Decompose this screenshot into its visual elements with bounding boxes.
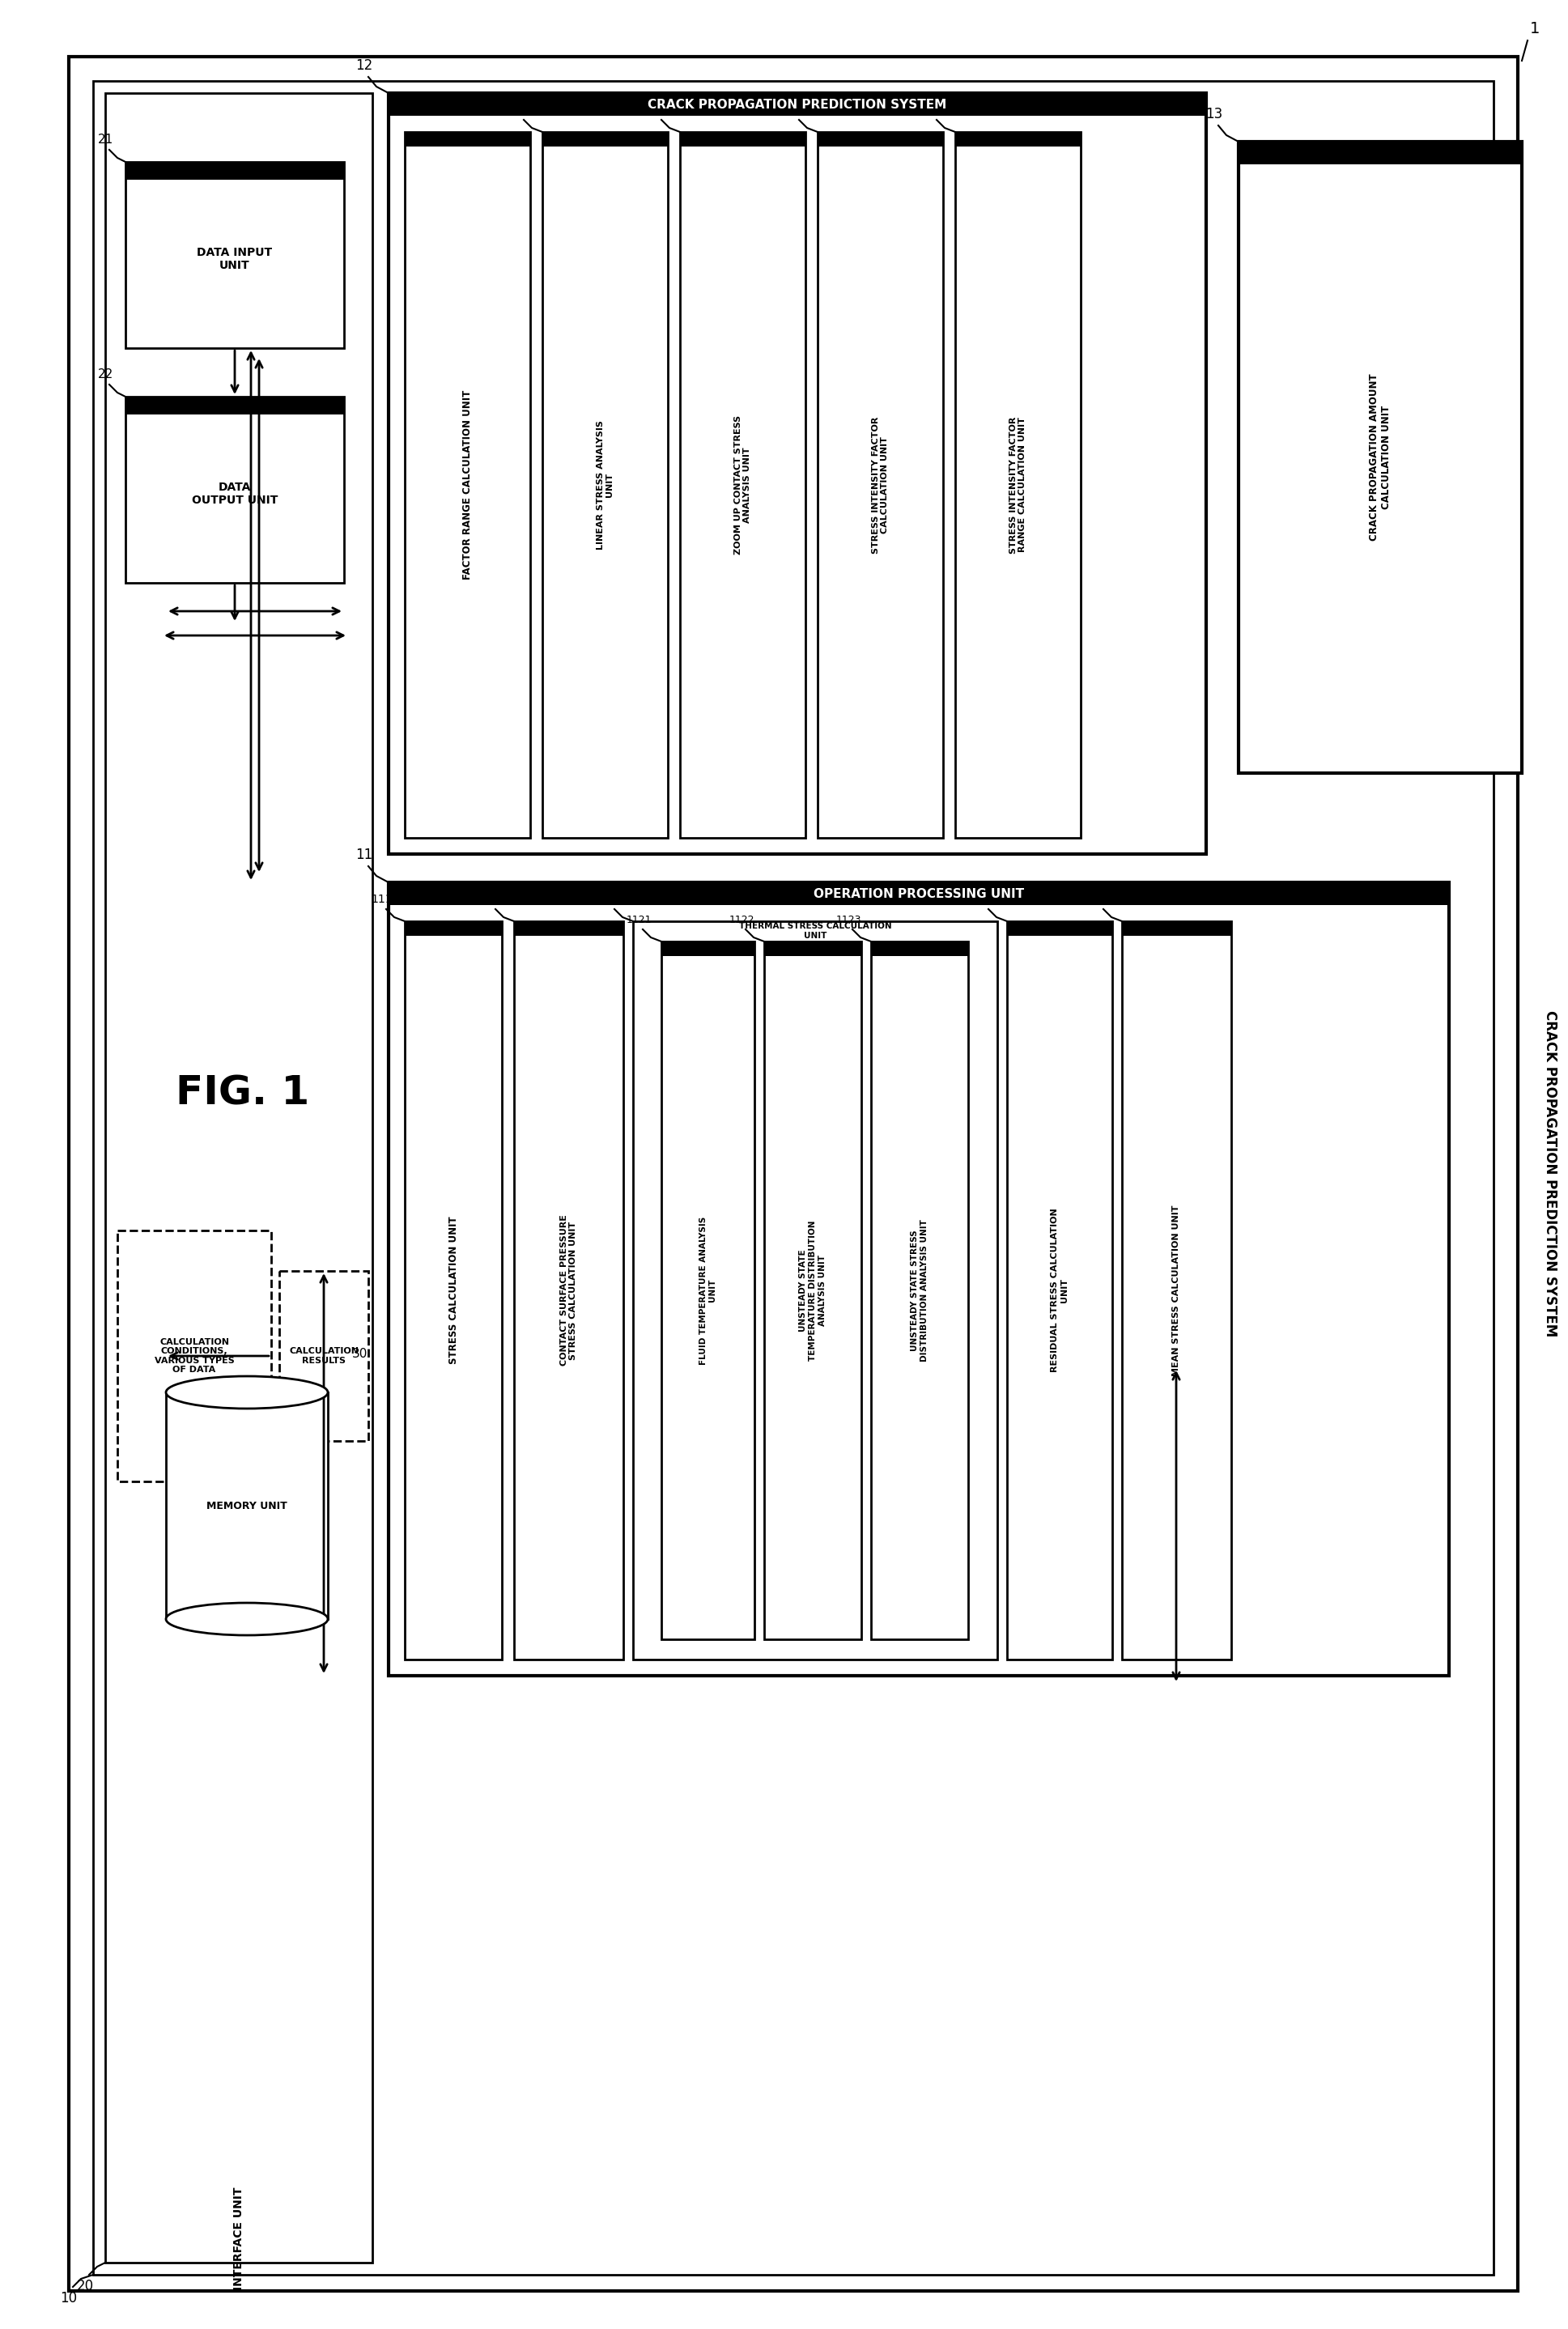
Bar (125, 163, 343, 179)
Text: 12: 12 (356, 58, 373, 72)
Bar (1123, 922, 1231, 1661)
Bar (681, 133, 806, 838)
Bar (405, 922, 502, 936)
Text: UNSTEADY STATE
TEMPERATURE DISTRIBUTION
ANALYSIS UNIT: UNSTEADY STATE TEMPERATURE DISTRIBUTION … (800, 1220, 826, 1360)
Text: LINEAR STRESS ANALYSIS
UNIT: LINEAR STRESS ANALYSIS UNIT (596, 419, 613, 550)
Text: 112: 112 (599, 894, 621, 906)
Text: DATA
OUTPUT UNIT: DATA OUTPUT UNIT (191, 482, 278, 505)
Bar (1007, 922, 1112, 1661)
Bar (817, 133, 942, 147)
Text: UNSTEADY STATE STRESS
DISTRIBUTION ANALYSIS UNIT: UNSTEADY STATE STRESS DISTRIBUTION ANALY… (911, 1218, 928, 1362)
Bar (543, 133, 668, 838)
Bar (764, 941, 861, 1640)
Text: STRESS INTENSITY FACTOR
RANGE CALCULATION UNIT: STRESS INTENSITY FACTOR RANGE CALCULATIO… (1010, 417, 1027, 554)
Text: MEAN STRESS CALCULATION UNIT: MEAN STRESS CALCULATION UNIT (1173, 1204, 1181, 1376)
Text: CRACK PROPAGATION AMOUNT
CALCULATION UNIT: CRACK PROPAGATION AMOUNT CALCULATION UNI… (1369, 373, 1391, 540)
Text: CONTACT SURFACE PRESSURE
STRESS CALCULATION UNIT: CONTACT SURFACE PRESSURE STRESS CALCULAT… (560, 1216, 577, 1367)
Text: FACTOR RANGE CALCULATION UNIT: FACTOR RANGE CALCULATION UNIT (463, 389, 472, 580)
Bar (764, 941, 861, 955)
Bar (405, 133, 530, 838)
Bar (125, 396, 343, 582)
Bar (389, 883, 1449, 906)
Bar (870, 941, 967, 1640)
Bar (279, 1272, 368, 1442)
Bar (1239, 142, 1523, 773)
Text: THERMAL STRESS CALCULATION
UNIT: THERMAL STRESS CALCULATION UNIT (739, 922, 892, 939)
Text: ZOOM UP CONTACT STRESS
ANALYSIS UNIT: ZOOM UP CONTACT STRESS ANALYSIS UNIT (734, 415, 751, 554)
Text: STRESS CALCULATION UNIT: STRESS CALCULATION UNIT (448, 1216, 458, 1365)
Bar (1007, 922, 1112, 936)
Bar (1123, 922, 1231, 936)
Text: 22: 22 (97, 368, 113, 380)
Bar (662, 941, 754, 955)
Text: 1121: 1121 (626, 915, 651, 925)
Text: 21: 21 (97, 133, 113, 147)
Text: FIG. 1: FIG. 1 (176, 1074, 310, 1113)
Bar (955, 133, 1080, 838)
Bar (405, 922, 502, 1661)
Text: MEMORY UNIT: MEMORY UNIT (207, 1500, 287, 1512)
Text: RESIDUAL STRESS CALCULATION
UNIT: RESIDUAL STRESS CALCULATION UNIT (1051, 1209, 1068, 1372)
Bar (389, 883, 1449, 1675)
Text: 1123: 1123 (836, 915, 861, 925)
Text: 121: 121 (510, 105, 530, 116)
Bar (514, 922, 624, 1661)
Text: STRESS INTENSITY FACTOR
CALCULATION UNIT: STRESS INTENSITY FACTOR CALCULATION UNIT (872, 417, 889, 554)
Bar (870, 941, 967, 955)
Bar (166, 1393, 328, 1619)
Text: 122: 122 (646, 105, 668, 116)
Text: 124: 124 (922, 105, 944, 116)
Text: CALCULATION
CONDITIONS,
VARIOUS TYPES
OF DATA: CALCULATION CONDITIONS, VARIOUS TYPES OF… (154, 1337, 234, 1374)
Text: INTERFACE UNIT: INTERFACE UNIT (234, 2187, 245, 2289)
Text: 1122: 1122 (729, 915, 754, 925)
Bar (543, 133, 668, 147)
Text: 1: 1 (1530, 21, 1540, 37)
Bar (389, 93, 1206, 116)
Bar (389, 93, 1206, 855)
Bar (125, 163, 343, 347)
Text: 30: 30 (353, 1348, 368, 1360)
Text: 123: 123 (784, 105, 806, 116)
Text: 111: 111 (372, 894, 394, 906)
Bar (105, 93, 372, 2261)
Bar (514, 922, 624, 936)
Text: 20: 20 (77, 2278, 94, 2294)
Text: 113: 113 (974, 894, 996, 906)
Ellipse shape (166, 1376, 328, 1409)
Text: CRACK PROPAGATION PREDICTION SYSTEM: CRACK PROPAGATION PREDICTION SYSTEM (648, 98, 947, 109)
Text: 11: 11 (356, 848, 373, 862)
Bar (118, 1230, 271, 1481)
Bar (955, 133, 1080, 147)
Ellipse shape (166, 1602, 328, 1635)
Text: FLUID TEMPERATURE ANALYSIS
UNIT: FLUID TEMPERATURE ANALYSIS UNIT (699, 1216, 717, 1365)
Text: OPERATION PROCESSING UNIT: OPERATION PROCESSING UNIT (814, 887, 1024, 899)
Text: 112: 112 (481, 894, 502, 906)
Bar (633, 922, 997, 1661)
Bar (662, 941, 754, 1640)
Bar (93, 82, 1494, 2275)
Bar (125, 396, 343, 415)
Text: CALCULATION
RESULTS: CALCULATION RESULTS (289, 1346, 359, 1365)
Text: 10: 10 (60, 2292, 77, 2306)
Text: 114: 114 (1088, 894, 1110, 906)
Text: 13: 13 (1206, 107, 1223, 121)
Bar (681, 133, 806, 147)
Bar (1239, 142, 1523, 165)
Bar (817, 133, 942, 838)
Text: DATA INPUT
UNIT: DATA INPUT UNIT (198, 247, 273, 270)
Text: CRACK PROPAGATION PREDICTION SYSTEM: CRACK PROPAGATION PREDICTION SYSTEM (1543, 1011, 1557, 1337)
Bar (405, 133, 530, 147)
